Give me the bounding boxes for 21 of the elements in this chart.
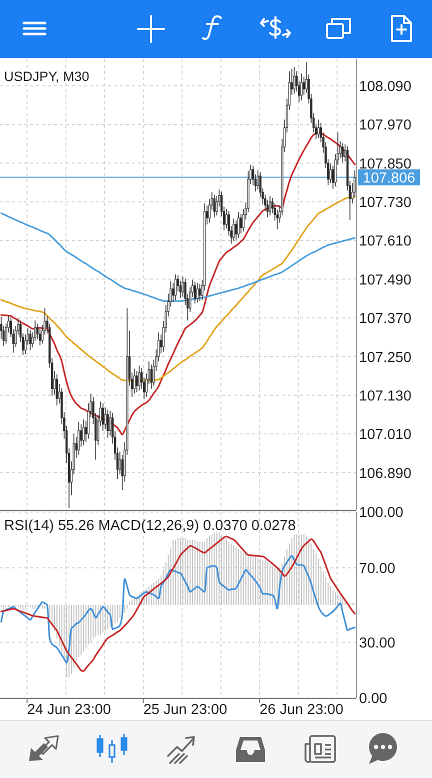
- y-tick-label: 107.850: [359, 156, 412, 172]
- x-tick-label: 24 Jun 23:00: [27, 702, 111, 718]
- y-tick-label: 30.00: [359, 635, 396, 652]
- y-tick-label: 106.890: [359, 466, 412, 482]
- y-tick-label: 107.250: [359, 350, 412, 366]
- y-tick-label: 107.370: [359, 311, 412, 328]
- y-tick-label: 107.130: [359, 388, 412, 404]
- y-tick-label: 107.970: [359, 118, 412, 134]
- y-tick-label: 108.090: [359, 78, 412, 95]
- ref-line-label: 107.806: [362, 170, 416, 187]
- y-tick-label: 107.610: [359, 234, 412, 250]
- text: USDJPY, M30: [4, 69, 90, 84]
- x-tick-label: 26 Jun 23:00: [260, 702, 344, 718]
- y-tick-label: 107.730: [359, 195, 412, 212]
- y-tick-label: 0.00: [359, 691, 388, 708]
- y-tick-label: 70.00: [359, 561, 396, 578]
- x-tick-label: 25 Jun 23:00: [143, 702, 228, 718]
- y-tick-label: 100.00: [359, 505, 404, 522]
- y-tick-label: 107.490: [359, 272, 412, 288]
- y-tick-label: 107.010: [359, 427, 412, 444]
- chart-title: RSI(14) 55.26 MACD(12,26,9) 0.0370 0.0278: [4, 518, 296, 534]
